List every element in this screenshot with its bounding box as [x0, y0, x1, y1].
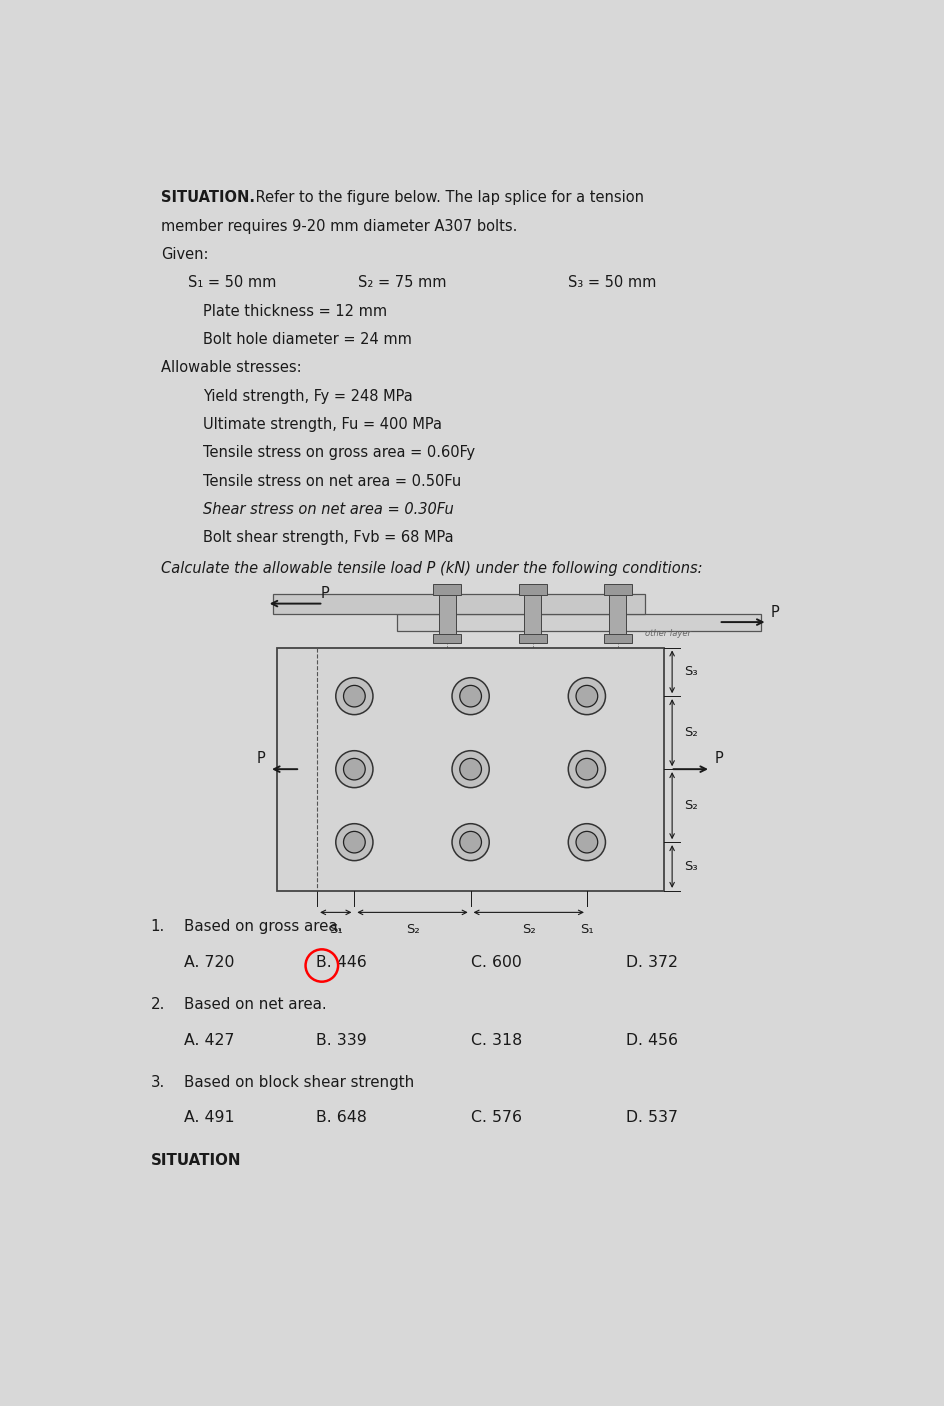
Text: P: P: [715, 751, 723, 766]
Text: C. 576: C. 576: [471, 1111, 522, 1125]
Bar: [518, 585, 547, 595]
Circle shape: [336, 678, 373, 714]
Text: D. 456: D. 456: [626, 1032, 678, 1047]
Text: A. 491: A. 491: [184, 1111, 234, 1125]
Circle shape: [344, 758, 365, 780]
Bar: [433, 634, 462, 643]
Circle shape: [336, 824, 373, 860]
Text: D. 372: D. 372: [626, 955, 678, 970]
Bar: [397, 613, 761, 630]
Text: P: P: [321, 586, 329, 602]
Bar: [433, 585, 462, 595]
Bar: [518, 634, 547, 643]
Text: S₂ = 75 mm: S₂ = 75 mm: [359, 276, 447, 290]
Text: P: P: [770, 605, 780, 620]
Circle shape: [344, 831, 365, 853]
Text: Tensile stress on gross area = 0.60Fy: Tensile stress on gross area = 0.60Fy: [203, 446, 476, 460]
Text: Yield strength, Fy = 248 MPa: Yield strength, Fy = 248 MPa: [203, 388, 413, 404]
Text: SITUATION.: SITUATION.: [160, 190, 255, 205]
Text: Shear stress on net area = 0.30Fu: Shear stress on net area = 0.30Fu: [203, 502, 454, 517]
Text: Given:: Given:: [160, 247, 208, 262]
Circle shape: [460, 758, 481, 780]
Text: S₂: S₂: [683, 725, 698, 740]
Circle shape: [568, 824, 605, 860]
Text: Tensile stress on net area = 0.50Fu: Tensile stress on net area = 0.50Fu: [203, 474, 462, 489]
Text: Bolt hole diameter = 24 mm: Bolt hole diameter = 24 mm: [203, 332, 413, 347]
Bar: [277, 648, 665, 891]
Text: S₁: S₁: [329, 924, 343, 936]
Text: Ultimate strength, Fu = 400 MPa: Ultimate strength, Fu = 400 MPa: [203, 418, 442, 432]
Circle shape: [568, 678, 605, 714]
Bar: [604, 585, 632, 595]
Circle shape: [452, 678, 489, 714]
Text: A. 720: A. 720: [184, 955, 234, 970]
Circle shape: [568, 751, 605, 787]
Text: 3.: 3.: [150, 1074, 165, 1090]
Text: A. 427: A. 427: [184, 1032, 234, 1047]
Text: Based on gross area.: Based on gross area.: [184, 920, 343, 935]
Circle shape: [336, 751, 373, 787]
Text: 1.: 1.: [150, 920, 165, 935]
Text: D. 537: D. 537: [626, 1111, 678, 1125]
Text: SITUATION: SITUATION: [150, 1153, 241, 1167]
Text: Plate thickness = 12 mm: Plate thickness = 12 mm: [203, 304, 387, 319]
Circle shape: [460, 831, 481, 853]
Text: Allowable stresses:: Allowable stresses:: [160, 360, 301, 375]
Text: S₁ = 50 mm: S₁ = 50 mm: [188, 276, 277, 290]
Text: S₃: S₃: [683, 860, 698, 873]
Text: S₃: S₃: [683, 665, 698, 678]
Circle shape: [452, 824, 489, 860]
Circle shape: [452, 751, 489, 787]
Bar: [524, 593, 541, 636]
Circle shape: [460, 685, 481, 707]
Text: S₂: S₂: [406, 924, 419, 936]
Circle shape: [576, 758, 598, 780]
Text: Bolt shear strength, Fvb = 68 MPa: Bolt shear strength, Fvb = 68 MPa: [203, 530, 454, 546]
Text: B. 339: B. 339: [315, 1032, 366, 1047]
Bar: [439, 593, 456, 636]
Text: S₂: S₂: [683, 799, 698, 813]
Text: P: P: [257, 751, 265, 766]
Text: Based on net area.: Based on net area.: [184, 997, 327, 1012]
Text: other layer: other layer: [645, 628, 691, 638]
Text: S₁: S₁: [580, 924, 594, 936]
Text: B. 446: B. 446: [315, 955, 366, 970]
Bar: [273, 593, 645, 613]
Text: Based on block shear strength: Based on block shear strength: [184, 1074, 414, 1090]
Text: member requires 9-20 mm diameter A307 bolts.: member requires 9-20 mm diameter A307 bo…: [160, 218, 517, 233]
Text: B. 648: B. 648: [315, 1111, 366, 1125]
Bar: [604, 634, 632, 643]
Text: S₃ = 50 mm: S₃ = 50 mm: [567, 276, 656, 290]
Text: S₂: S₂: [522, 924, 535, 936]
Text: C. 318: C. 318: [471, 1032, 522, 1047]
Circle shape: [344, 685, 365, 707]
Bar: [609, 593, 627, 636]
Circle shape: [576, 685, 598, 707]
Text: Refer to the figure below. The lap splice for a tension: Refer to the figure below. The lap splic…: [251, 190, 645, 205]
Circle shape: [576, 831, 598, 853]
Text: C. 600: C. 600: [471, 955, 521, 970]
Text: Calculate the allowable tensile load P (kN) under the following conditions:: Calculate the allowable tensile load P (…: [160, 561, 702, 576]
Text: 2.: 2.: [150, 997, 165, 1012]
